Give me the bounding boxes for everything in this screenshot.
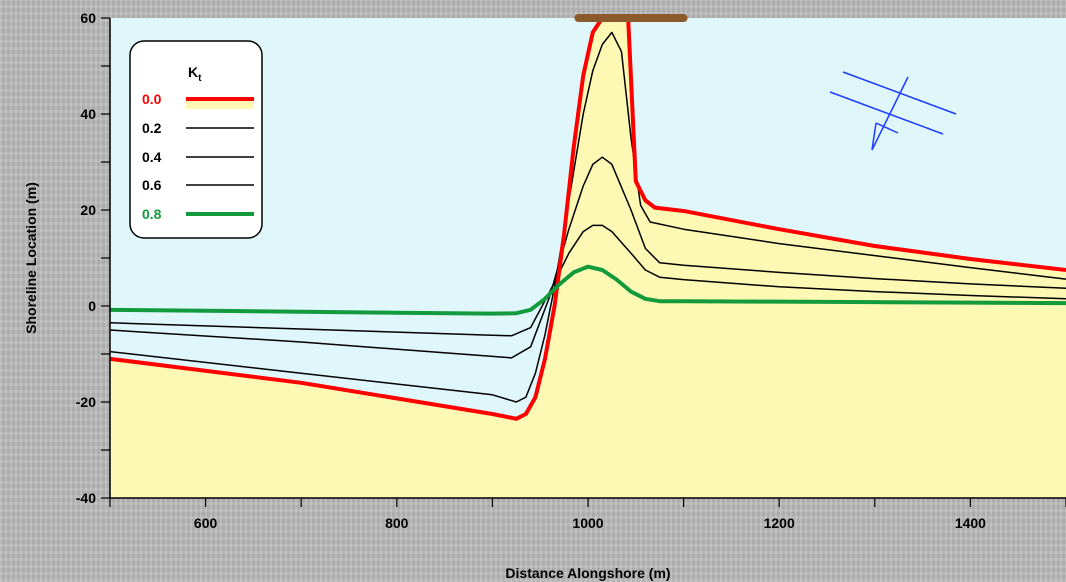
legend-box [129,40,263,239]
legend-label-0-4: 0.4 [142,149,162,165]
legend-swatch-fill [186,99,254,109]
x-tick-label: 600 [194,515,218,531]
series-line-0-0 [110,18,1066,421]
y-tick-label: -40 [76,490,96,506]
legend-title-sub: t [198,73,202,84]
legend-label-0-2: 0.2 [142,120,162,136]
land-fill [110,18,1066,498]
x-tick-label: 800 [385,515,409,531]
y-tick-label: 20 [80,202,96,218]
legend-label-0-6: 0.6 [142,177,162,193]
legend-title: Kt [188,64,202,84]
legend-title-main: K [188,64,198,80]
series-line-0-6 [110,224,1066,337]
legend: Kt 0.0 0.2 0.4 0.6 0.8 [129,40,263,239]
y-axis-label: Shoreline Location (m) [23,182,39,334]
y-tick-label: -20 [76,394,96,410]
x-axis-label: Distance Alongshore (m) [505,565,670,581]
x-tick-label: 1200 [764,515,795,531]
y-tick-label: 0 [88,298,96,314]
y-tick-label: 60 [80,10,96,26]
y-tick-label: 40 [80,106,96,122]
x-tick-label: 1000 [572,515,603,531]
series-line-0-2 [110,31,1066,403]
series-line-0-4 [110,156,1066,359]
legend-label-0-0: 0.0 [142,91,162,107]
x-tick-label: 1400 [955,515,986,531]
wave-direction-icon [829,71,957,151]
legend-label-0-8: 0.8 [142,206,162,222]
series-line-0-8 [110,264,1066,316]
